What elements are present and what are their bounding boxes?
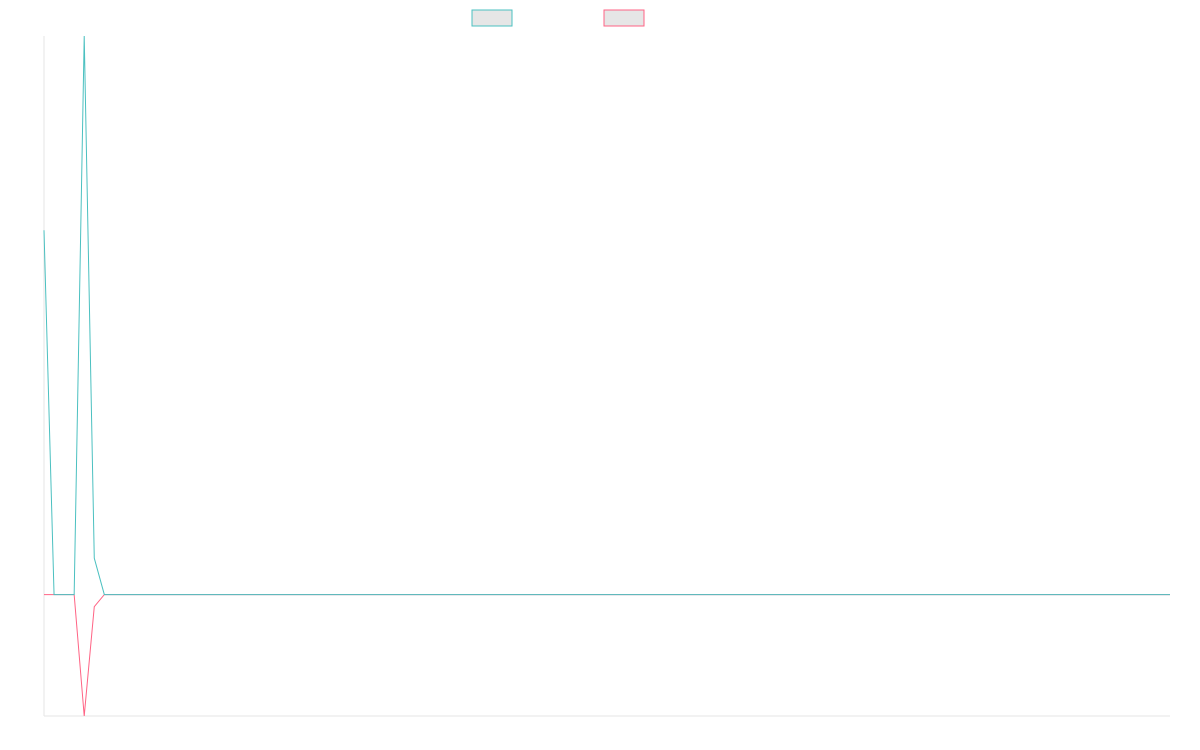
legend-swatch-1[interactable]: [471, 9, 513, 27]
plot-area: [43, 35, 1170, 717]
series-layer: [43, 35, 1170, 717]
legend: [471, 9, 645, 27]
series-line-1: [43, 35, 1170, 596]
legend-swatch-2[interactable]: [603, 9, 645, 27]
series-line-2: [44, 594, 1170, 717]
